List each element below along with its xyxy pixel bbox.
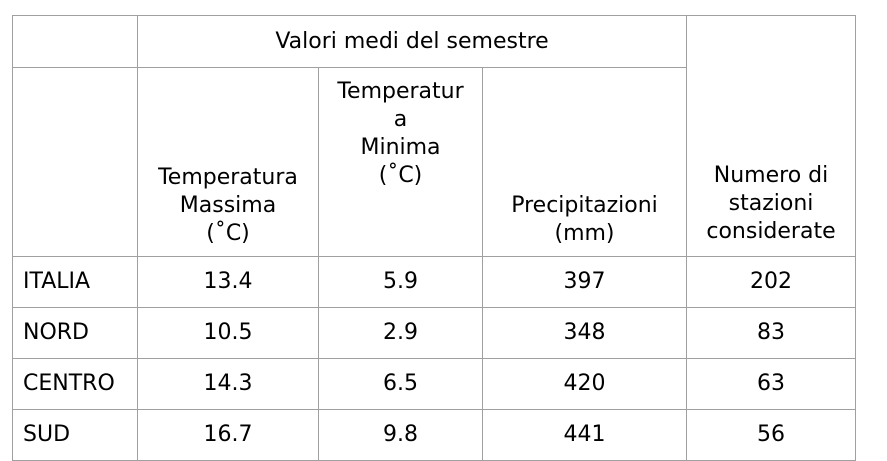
cell: 348 xyxy=(482,307,687,359)
cell: 441 xyxy=(482,409,687,461)
cell: 5.9 xyxy=(318,256,483,308)
cell: 16.7 xyxy=(137,409,319,461)
table-body: ITALIA 13.4 5.9 397 202 NORD 10.5 2.9 348 83 CENTR… xyxy=(12,256,856,461)
cell: 14.3 xyxy=(137,358,319,410)
empty-cell xyxy=(12,67,138,257)
group-header: Valori medi del semestre xyxy=(137,15,687,68)
column-header: Precipitazioni (mm) xyxy=(482,67,687,257)
cell: 420 xyxy=(482,358,687,410)
data-table: Valori medi del semestre Numero di stazi… xyxy=(12,15,856,461)
cell: 83 xyxy=(686,307,856,359)
column-header: Temperatur a Minima (˚C) xyxy=(318,67,483,257)
column-header: Numero di stazioni considerate xyxy=(686,15,856,257)
row-label: NORD xyxy=(12,307,138,359)
column-header: Temperatura Massima (˚C) xyxy=(137,67,319,257)
cell: 202 xyxy=(686,256,856,308)
row-label: CENTRO xyxy=(12,358,138,410)
cell: 63 xyxy=(686,358,856,410)
cell: 9.8 xyxy=(318,409,483,461)
cell: 6.5 xyxy=(318,358,483,410)
row-label: ITALIA xyxy=(12,256,138,308)
empty-cell xyxy=(12,15,138,68)
row-label: SUD xyxy=(12,409,138,461)
cell: 397 xyxy=(482,256,687,308)
data-row: CENTRO 14.3 6.5 420 63 xyxy=(12,358,856,410)
data-row: ITALIA 13.4 5.9 397 202 xyxy=(12,256,856,308)
data-row: NORD 10.5 2.9 348 83 xyxy=(12,307,856,359)
cell: 10.5 xyxy=(137,307,319,359)
data-row: SUD 16.7 9.8 441 56 xyxy=(12,409,856,461)
cell: 13.4 xyxy=(137,256,319,308)
header-row: Valori medi del semestre Numero di stazi… xyxy=(12,15,856,257)
cell: 2.9 xyxy=(318,307,483,359)
cell: 56 xyxy=(686,409,856,461)
header-row: Temperatura Massima (˚C) Temperatur a Mi… xyxy=(12,67,856,257)
